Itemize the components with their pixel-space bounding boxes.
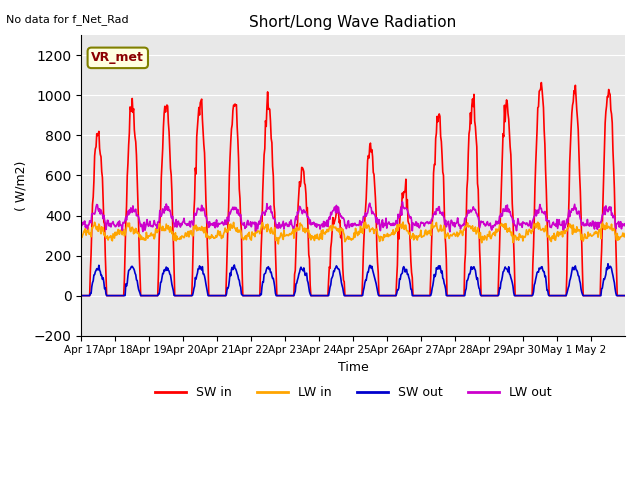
LW out — [440, 216, 448, 221]
SW out — [409, 293, 417, 299]
LW out — [289, 223, 296, 229]
Text: No data for f_Net_Rad: No data for f_Net_Rad — [6, 14, 129, 25]
LW out — [621, 223, 629, 228]
LW in — [77, 233, 85, 239]
SW out — [77, 293, 85, 299]
LW in — [598, 219, 605, 225]
LW in — [275, 241, 282, 247]
Legend: SW in, LW in, SW out, LW out: SW in, LW in, SW out, LW out — [150, 382, 556, 405]
SW in — [409, 293, 417, 299]
SW out — [440, 276, 447, 282]
SW out — [604, 261, 612, 267]
SW out — [621, 293, 629, 299]
Line: SW in: SW in — [81, 83, 625, 296]
SW out — [289, 293, 296, 299]
LW out — [77, 222, 85, 228]
LW out — [141, 228, 149, 233]
Y-axis label: ( W/m2): ( W/m2) — [15, 160, 28, 211]
SW out — [268, 273, 276, 279]
SW in — [621, 293, 629, 299]
SW out — [141, 293, 149, 299]
LW in — [440, 222, 448, 228]
LW in — [241, 234, 249, 240]
LW in — [621, 231, 629, 237]
SW in — [440, 172, 447, 178]
LW in — [410, 237, 417, 243]
LW out — [410, 221, 417, 227]
LW in — [268, 227, 276, 233]
LW in — [289, 226, 297, 231]
SW in — [241, 293, 249, 299]
LW out — [268, 209, 276, 215]
SW in — [141, 293, 149, 299]
X-axis label: Time: Time — [338, 361, 369, 374]
SW in — [538, 80, 545, 85]
LW in — [141, 236, 149, 241]
Text: VR_met: VR_met — [92, 51, 144, 64]
Line: LW out: LW out — [81, 202, 625, 232]
SW in — [268, 140, 276, 145]
SW out — [241, 293, 249, 299]
SW in — [289, 293, 296, 299]
SW in — [77, 293, 85, 299]
LW out — [399, 199, 406, 204]
LW out — [241, 226, 249, 231]
Line: SW out: SW out — [81, 264, 625, 296]
LW out — [446, 229, 454, 235]
Line: LW in: LW in — [81, 222, 625, 244]
Title: Short/Long Wave Radiation: Short/Long Wave Radiation — [250, 15, 457, 30]
